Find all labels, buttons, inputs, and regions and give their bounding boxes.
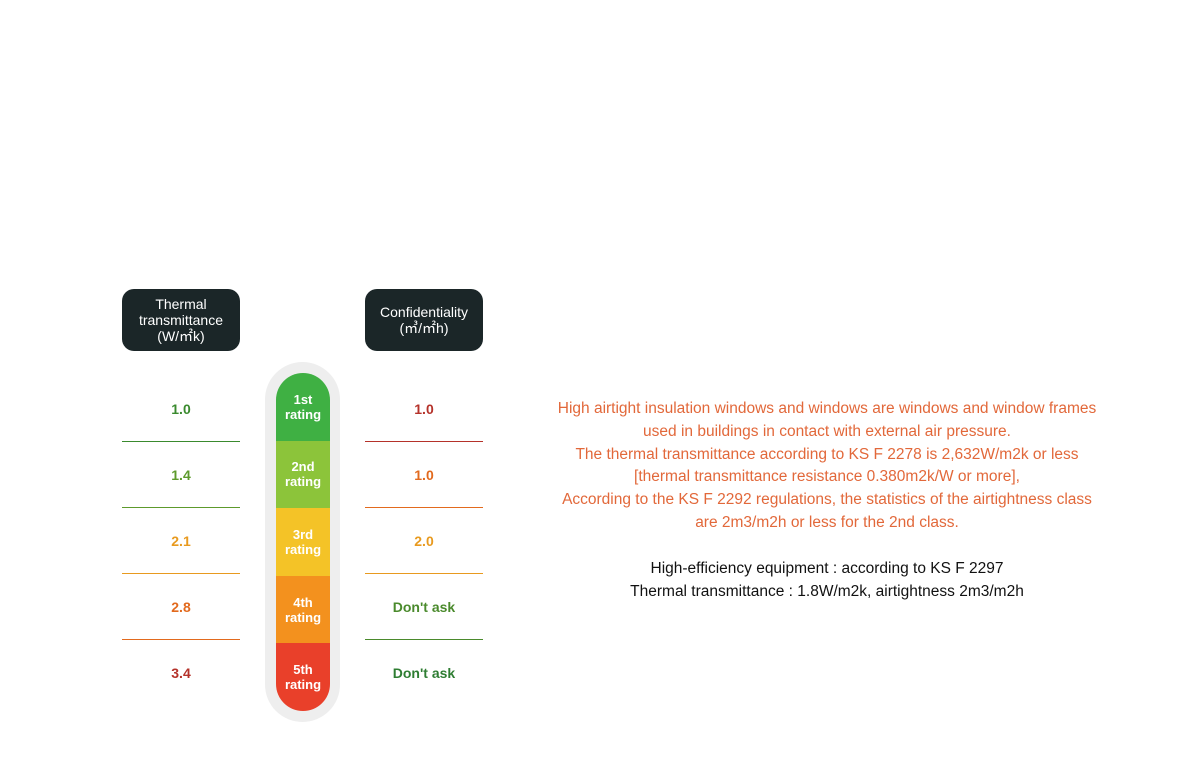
equipment-line: Thermal transmittance : 1.8W/m2k, airtig… — [630, 582, 1024, 600]
description-line: The thermal transmittance according to K… — [575, 445, 1079, 463]
confidentiality-value: Don't ask — [365, 574, 483, 640]
thermal-values-column: 1.0 1.4 2.1 2.8 3.4 — [122, 376, 240, 706]
value-text: 1.4 — [171, 466, 191, 483]
rating-word: rating — [284, 677, 322, 693]
rating-word: rating — [284, 474, 322, 490]
rating-scale: 1st rating 2nd rating 3rd rating 4th rat… — [276, 373, 330, 711]
thermal-value: 2.1 — [122, 508, 240, 574]
value-text: Don't ask — [392, 665, 456, 681]
confidentiality-value: 1.0 — [365, 442, 483, 508]
rating-word: rating — [284, 406, 322, 422]
confidentiality-values-column: 1.0 1.0 2.0 Don't ask Don't ask — [365, 376, 483, 706]
equipment-text: High-efficiency equipment : according to… — [520, 558, 1134, 604]
rating-ordinal: 3rd — [292, 526, 314, 542]
value-text: 2.8 — [171, 598, 191, 615]
description-text: High airtight insulation windows and win… — [520, 398, 1134, 535]
description-line: [thermal transmittance resistance 0.380m… — [634, 468, 1020, 486]
rating-word: rating — [284, 609, 322, 625]
thermal-value: 1.0 — [122, 376, 240, 442]
description-line: According to the KS F 2292 regulations, … — [562, 491, 1092, 509]
description-line: High airtight insulation windows and win… — [557, 400, 1097, 417]
value-text: 3.4 — [171, 665, 191, 681]
thermal-transmittance-header: Thermal transmittance (W/㎡k) — [122, 289, 240, 351]
value-text: Don't ask — [392, 598, 456, 615]
thermal-value: 3.4 — [122, 640, 240, 706]
rating-segment: 5th rating — [276, 643, 330, 711]
header-line: Confidentiality — [380, 304, 468, 320]
value-text: 1.0 — [414, 400, 434, 417]
description-line: are 2m3/m2h or less for the 2nd class. — [695, 513, 959, 531]
value-text: 1.0 — [414, 466, 434, 483]
thermal-value: 1.4 — [122, 442, 240, 508]
header-line: transmittance — [138, 312, 224, 328]
value-text: 2.1 — [171, 532, 191, 549]
rating-ordinal: 2nd — [291, 459, 315, 475]
rating-segment: 4th rating — [276, 575, 330, 644]
rating-ordinal: 4th — [293, 594, 313, 610]
header-line: Thermal — [155, 296, 207, 312]
value-text: 2.0 — [414, 532, 434, 549]
confidentiality-header: Confidentiality (㎥/㎡h) — [365, 289, 483, 351]
rating-segment: 2nd rating — [276, 440, 330, 509]
confidentiality-value: 1.0 — [365, 376, 483, 442]
header-line: (㎥/㎡h) — [399, 320, 449, 336]
equipment-line: High-efficiency equipment : according to… — [650, 560, 1004, 577]
confidentiality-value: 2.0 — [365, 508, 483, 574]
value-text: 1.0 — [171, 400, 191, 417]
thermal-value: 2.8 — [122, 574, 240, 640]
rating-segment: 1st rating — [276, 373, 330, 441]
description-line: used in buildings in contact with extern… — [643, 422, 1011, 440]
rating-ordinal: 1st — [293, 391, 313, 407]
confidentiality-value: Don't ask — [365, 640, 483, 706]
rating-segment: 3rd rating — [276, 508, 330, 576]
rating-word: rating — [284, 541, 322, 557]
rating-ordinal: 5th — [293, 662, 313, 678]
header-line: (W/㎡k) — [157, 328, 205, 344]
